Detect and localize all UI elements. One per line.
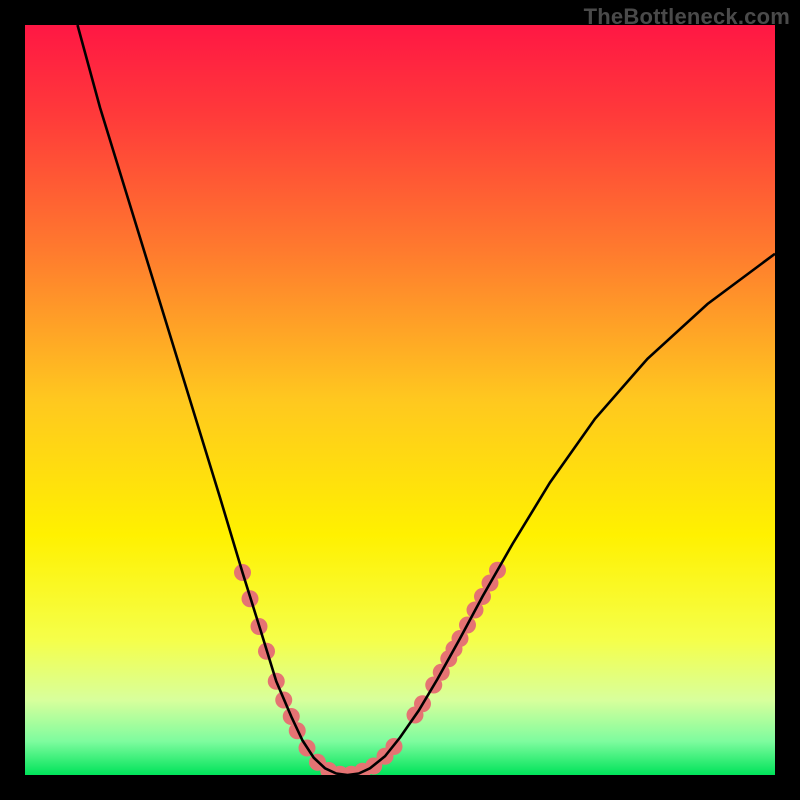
bottleneck-chart <box>0 0 800 800</box>
chart-frame: TheBottleneck.com <box>0 0 800 800</box>
gradient-background <box>25 25 775 775</box>
watermark-text: TheBottleneck.com <box>584 4 790 30</box>
